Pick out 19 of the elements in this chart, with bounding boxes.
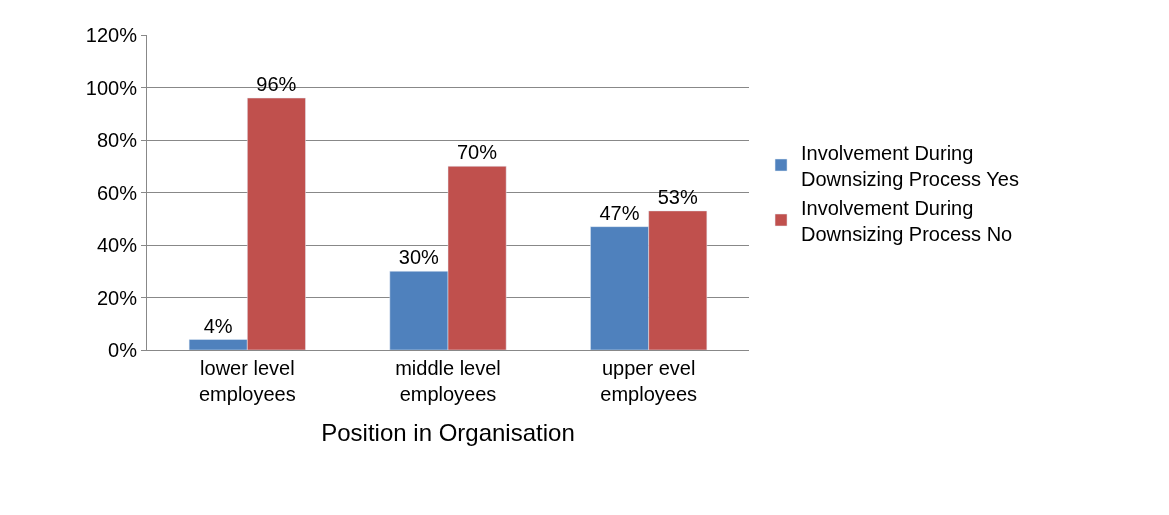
data-label: 96% [256,73,297,95]
data-label: 53% [657,185,698,208]
y-tick-label: 60% [96,181,138,204]
y-tick-label: 120% [85,24,138,46]
data-label: 70% [456,141,498,164]
x-tick-label: upper evel employees [600,357,698,405]
y-tick-label: 40% [96,234,138,256]
data-label: 4% [203,314,233,337]
x-tick-label: middle level employees [395,357,501,405]
y-tick-label: 80% [96,129,138,151]
data-label: 30% [398,246,440,269]
data-label: 47% [599,201,640,224]
y-tick-label: 0% [108,339,138,361]
y-tick-label: 100% [85,76,138,99]
x-axis-title: Position in Organisation [321,419,575,447]
y-tick-label: 20% [96,286,138,309]
x-tick-label: lower level employees [198,357,296,405]
legend-label: Involvement During Downsizing Process No [801,196,1013,245]
legend-label: Involvement During Downsizing Process Yes [801,141,1019,190]
